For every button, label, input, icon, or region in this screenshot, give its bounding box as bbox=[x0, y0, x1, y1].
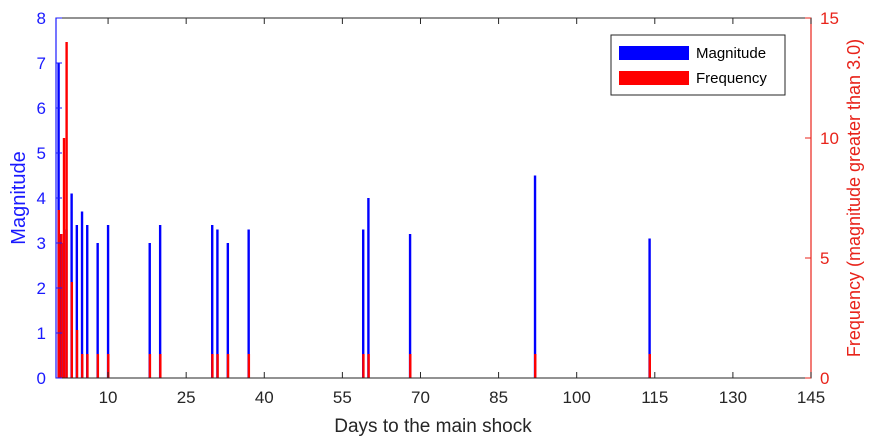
magnitude-bar bbox=[80, 211, 84, 378]
magnitude-bar bbox=[216, 229, 219, 378]
y-left-tick-label: 8 bbox=[37, 9, 46, 28]
frequency-bar bbox=[362, 354, 365, 378]
x-tick-label: 70 bbox=[411, 388, 430, 407]
y-left-tick-label: 6 bbox=[37, 99, 46, 118]
magnitude-bar bbox=[158, 225, 162, 378]
x-tick-label: 85 bbox=[489, 388, 508, 407]
legend-swatch-magnitude bbox=[619, 46, 689, 60]
frequency-bar bbox=[81, 354, 84, 378]
frequency-bar bbox=[65, 42, 68, 378]
legend-swatch-frequency bbox=[619, 71, 689, 85]
frequency-bar bbox=[86, 354, 89, 378]
magnitude-bar bbox=[247, 229, 250, 378]
frequency-bar bbox=[60, 234, 63, 378]
magnitude-bar bbox=[86, 225, 89, 378]
frequency-bar bbox=[148, 354, 152, 378]
frequency-bar bbox=[62, 138, 66, 378]
x-tick-label: 55 bbox=[333, 388, 352, 407]
magnitude-bar bbox=[408, 234, 412, 378]
frequency-bar bbox=[57, 210, 60, 378]
x-tick-label: 130 bbox=[719, 388, 747, 407]
y-left-tick-label: 0 bbox=[37, 369, 46, 388]
frequency-bar bbox=[211, 354, 214, 378]
magnitude-bar bbox=[106, 225, 110, 378]
x-axis-label: Days to the main shock bbox=[334, 416, 532, 436]
y-axis-label-right: Frequency (magnitude greater than 3.0) bbox=[844, 39, 864, 357]
x-tick-label: 40 bbox=[255, 388, 274, 407]
magnitude-bar bbox=[96, 243, 99, 378]
bars-group bbox=[57, 42, 651, 378]
magnitude-bar bbox=[362, 229, 365, 378]
frequency-bar bbox=[216, 354, 219, 378]
y-left-tick-label: 4 bbox=[37, 189, 46, 208]
magnitude-bar bbox=[367, 198, 370, 378]
magnitude-bar bbox=[226, 243, 230, 378]
y-left-tick-label: 7 bbox=[37, 54, 46, 73]
y-right-tick-label: 10 bbox=[820, 129, 839, 148]
frequency-bar bbox=[247, 354, 251, 378]
frequency-bar bbox=[70, 282, 74, 378]
y-axis-label-left: Magnitude bbox=[8, 151, 30, 244]
y-left-tick-label: 2 bbox=[37, 279, 46, 298]
magnitude-bar bbox=[211, 225, 214, 378]
y-right-tick-label: 5 bbox=[820, 249, 829, 268]
x-tick-label: 100 bbox=[563, 388, 591, 407]
x-tick-label: 145 bbox=[797, 388, 825, 407]
legend: Magnitude Frequency bbox=[610, 34, 786, 96]
x-tick-label: 115 bbox=[641, 388, 668, 407]
frequency-bar bbox=[534, 354, 537, 378]
magnitude-bar bbox=[533, 175, 537, 378]
magnitude-bar bbox=[648, 238, 651, 378]
frequency-bar bbox=[367, 354, 370, 378]
magnitude-bar bbox=[75, 225, 79, 378]
y-left-tick-label: 5 bbox=[37, 144, 46, 163]
frequency-bar bbox=[648, 354, 651, 378]
x-tick-label: 25 bbox=[177, 388, 196, 407]
frequency-bar bbox=[226, 354, 230, 378]
x-tick-label: 10 bbox=[99, 388, 118, 407]
legend-label-frequency: Frequency bbox=[696, 70, 767, 87]
y-left-tick-label: 3 bbox=[37, 234, 46, 253]
y-right-tick-label: 0 bbox=[820, 369, 829, 388]
frequency-bar bbox=[159, 354, 162, 378]
frequency-bar bbox=[96, 354, 100, 378]
magnitude-bar bbox=[148, 243, 151, 378]
y-right-tick-label: 15 bbox=[820, 9, 839, 28]
legend-label-magnitude: Magnitude bbox=[696, 45, 766, 62]
frequency-bar bbox=[409, 354, 412, 378]
y-left-tick-label: 1 bbox=[37, 324, 46, 343]
frequency-bar bbox=[107, 354, 110, 378]
frequency-bar bbox=[75, 330, 79, 378]
